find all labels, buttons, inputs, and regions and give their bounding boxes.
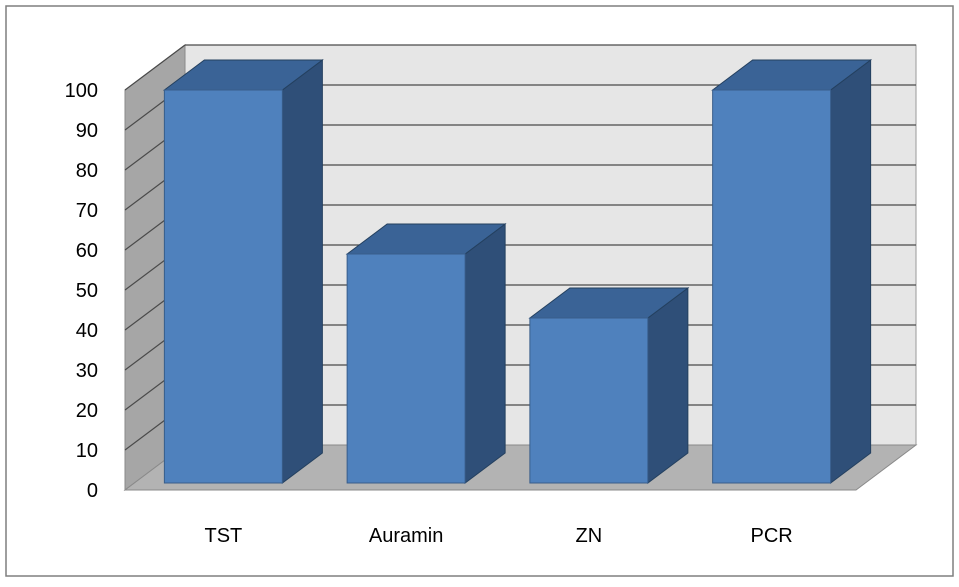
- y-tick-label: 10: [76, 440, 98, 462]
- bar-front: [346, 253, 466, 484]
- y-tick-label: 20: [76, 400, 98, 422]
- bar-pcr: [711, 59, 873, 484]
- x-tick-label: PCR: [751, 525, 793, 547]
- bar-front: [712, 89, 832, 484]
- y-tick-label: 50: [76, 280, 98, 302]
- y-tick-label: 70: [76, 200, 98, 222]
- x-tick-label: Auramin: [369, 525, 443, 547]
- y-tick-label: 0: [87, 480, 98, 502]
- bar-auramin: [345, 223, 507, 484]
- y-tick-label: 60: [76, 240, 98, 262]
- y-tick-label: 90: [76, 120, 98, 142]
- bars: [162, 59, 873, 484]
- y-tick-label: 100: [65, 80, 98, 102]
- y-tick-label: 40: [76, 320, 98, 342]
- bar-side: [647, 287, 689, 484]
- bar-front: [163, 89, 283, 484]
- bar-zn: [528, 287, 690, 484]
- y-axis-tick-labels: 0 10 20 30 40 50 60 70 80 90 100: [65, 80, 98, 502]
- y-tick-label: 30: [76, 360, 98, 382]
- x-axis-tick-labels: TST Auramin ZN PCR: [204, 525, 792, 547]
- y-tick-label: 80: [76, 160, 98, 182]
- bar-front: [529, 317, 649, 484]
- x-tick-label: ZN: [576, 525, 603, 547]
- bar-side: [830, 59, 872, 484]
- bar-tst: [162, 59, 324, 484]
- x-tick-label: TST: [204, 525, 242, 547]
- bar-side: [464, 223, 506, 484]
- bar-side: [281, 59, 323, 484]
- gridline-side: [124, 44, 186, 91]
